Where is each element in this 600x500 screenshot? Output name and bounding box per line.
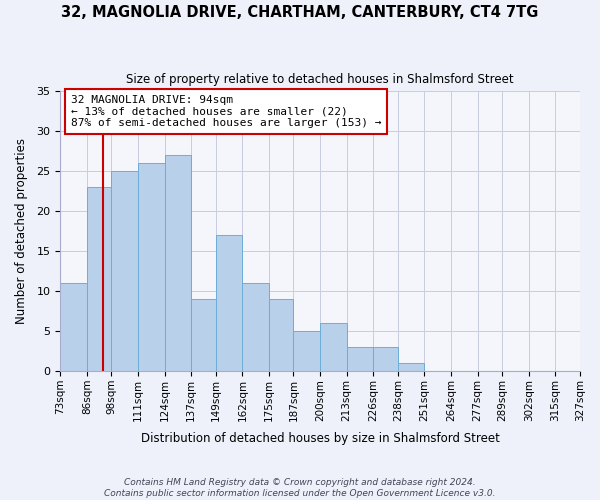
Bar — [320, 323, 347, 371]
Bar — [398, 363, 424, 371]
Bar — [293, 331, 320, 371]
Text: Contains HM Land Registry data © Crown copyright and database right 2024.
Contai: Contains HM Land Registry data © Crown c… — [104, 478, 496, 498]
Bar — [347, 347, 373, 371]
Bar — [112, 171, 138, 371]
Y-axis label: Number of detached properties: Number of detached properties — [15, 138, 28, 324]
Text: 32 MAGNOLIA DRIVE: 94sqm
← 13% of detached houses are smaller (22)
87% of semi-d: 32 MAGNOLIA DRIVE: 94sqm ← 13% of detach… — [71, 95, 381, 128]
Title: Size of property relative to detached houses in Shalmsford Street: Size of property relative to detached ho… — [126, 72, 514, 86]
Bar — [191, 299, 216, 371]
Bar — [373, 347, 398, 371]
Bar — [216, 235, 242, 371]
Bar — [87, 187, 112, 371]
Text: 32, MAGNOLIA DRIVE, CHARTHAM, CANTERBURY, CT4 7TG: 32, MAGNOLIA DRIVE, CHARTHAM, CANTERBURY… — [61, 5, 539, 20]
Bar — [60, 283, 87, 371]
Bar — [242, 283, 269, 371]
Bar — [138, 163, 164, 371]
X-axis label: Distribution of detached houses by size in Shalmsford Street: Distribution of detached houses by size … — [140, 432, 500, 445]
Bar — [269, 299, 293, 371]
Bar — [164, 155, 191, 371]
